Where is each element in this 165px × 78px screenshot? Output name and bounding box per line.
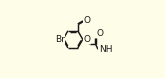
Text: NH: NH bbox=[99, 45, 113, 54]
Text: Br: Br bbox=[55, 35, 65, 44]
Text: O: O bbox=[83, 35, 90, 44]
Text: O: O bbox=[96, 29, 103, 38]
Text: O: O bbox=[84, 16, 91, 25]
